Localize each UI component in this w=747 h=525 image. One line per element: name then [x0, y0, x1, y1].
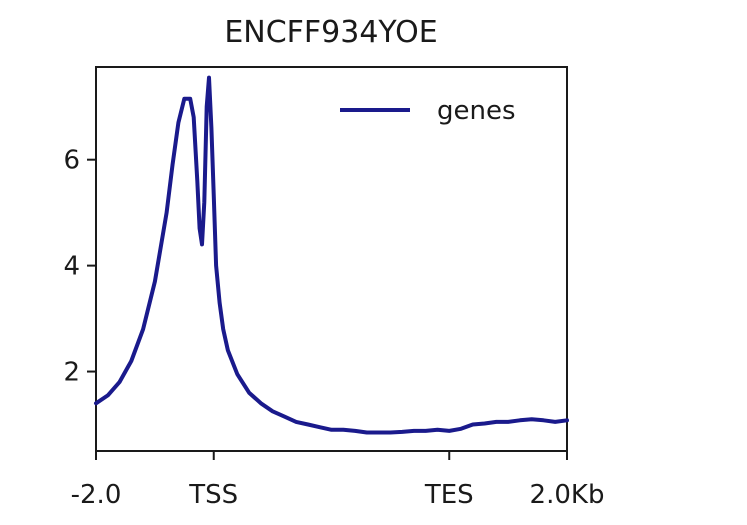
chart-title: ENCFF934YOE [224, 15, 437, 50]
y-axis: 2 4 6 [63, 146, 96, 388]
x-tick-label: TES [424, 480, 474, 510]
x-axis: -2.0 TSS TES 2.0Kb [71, 451, 605, 510]
legend: genes [340, 96, 516, 126]
legend-label: genes [437, 96, 516, 126]
plot-area [94, 66, 569, 452]
y-tick-label: 2 [63, 358, 80, 388]
series-line-0 [94, 75, 569, 435]
plot-frame [95, 66, 568, 452]
y-tick-label: 6 [63, 146, 80, 176]
x-tick-label: -2.0 [71, 480, 122, 510]
x-tick-label: TSS [188, 480, 238, 510]
y-tick-label: 4 [63, 252, 80, 282]
x-tick-label: 2.0Kb [530, 480, 605, 510]
